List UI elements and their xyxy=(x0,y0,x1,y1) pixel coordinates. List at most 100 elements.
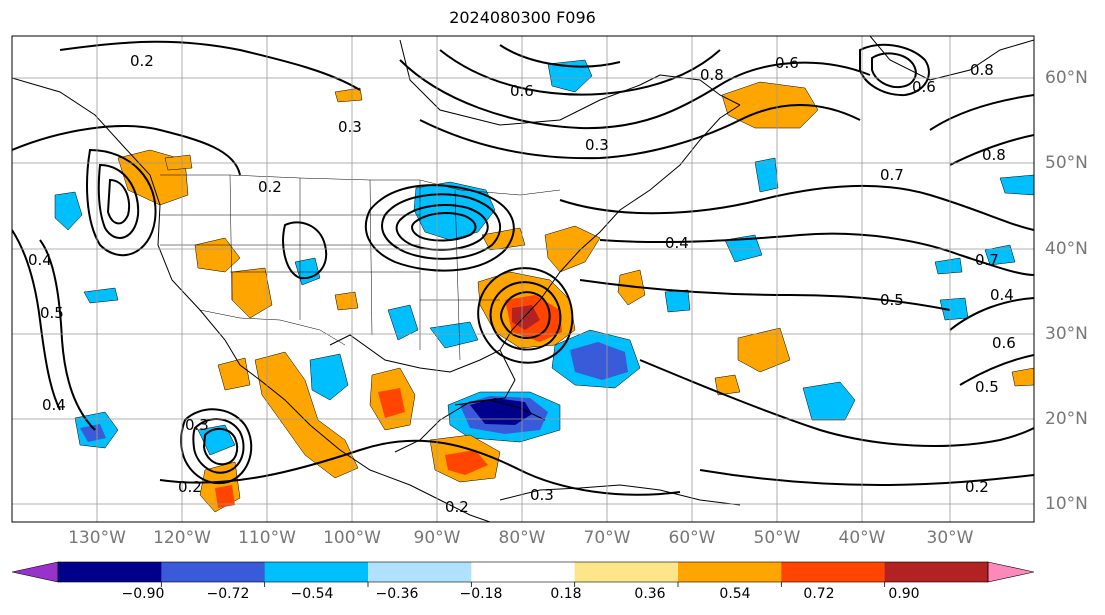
neg-area xyxy=(470,398,532,425)
state-line xyxy=(454,189,461,361)
neg-area xyxy=(754,157,779,193)
lon-label: 40°W xyxy=(838,528,886,548)
contour-label: 0.2 xyxy=(445,498,469,516)
pos-area xyxy=(1011,367,1034,387)
neg-area xyxy=(54,191,83,231)
contour-label: 0.3 xyxy=(185,416,209,434)
contour xyxy=(399,59,871,130)
contour-label: 0.4 xyxy=(990,286,1014,304)
colorbar-segment xyxy=(471,562,576,582)
contour-lines xyxy=(12,40,1034,496)
contour-label: 0.8 xyxy=(700,66,724,84)
neg-area xyxy=(724,234,763,263)
labrador xyxy=(659,74,741,106)
lon-label: 120°W xyxy=(153,528,211,548)
contour xyxy=(159,439,681,496)
contour-label: 0.4 xyxy=(28,251,52,269)
contour xyxy=(477,267,574,364)
graticule xyxy=(12,36,1034,522)
contour xyxy=(12,125,241,176)
contour-label: 0.8 xyxy=(970,61,994,79)
contour xyxy=(411,212,477,242)
contour-label: 0.8 xyxy=(982,146,1006,164)
contour xyxy=(489,281,562,351)
colorbar-tick-label: 0.54 xyxy=(719,586,751,602)
contour-label: 0.7 xyxy=(880,166,904,184)
lon-label: 70°W xyxy=(583,528,631,548)
north-america-coast xyxy=(12,77,491,522)
map-title: 2024080300 F096 xyxy=(449,8,596,27)
contour-label: 0.2 xyxy=(130,52,154,70)
us-canada-border xyxy=(160,174,561,196)
lat-label: 50°N xyxy=(1045,153,1088,173)
colorbar-extend-high xyxy=(987,561,1035,583)
us-mexico-border xyxy=(199,309,346,346)
state-line xyxy=(369,179,373,336)
colorbar-tick-label: −0.18 xyxy=(459,586,503,602)
neg-area xyxy=(934,257,963,275)
cuba xyxy=(454,399,546,421)
colorbar-tick-label: −0.72 xyxy=(206,586,250,602)
colorbar-tick-label: 0.90 xyxy=(888,586,920,602)
colorbar-segment xyxy=(58,562,162,582)
contour-label: 0.7 xyxy=(975,251,999,269)
contour-label: 0.3 xyxy=(585,136,609,154)
neg-area xyxy=(570,342,628,380)
neg-area xyxy=(984,244,1016,266)
colorbar-tick-label: −0.54 xyxy=(290,586,334,602)
pos-area xyxy=(714,374,741,396)
lat-label: 60°N xyxy=(1045,68,1088,88)
state-line xyxy=(229,174,233,301)
contour xyxy=(395,204,489,251)
contour xyxy=(499,44,621,68)
contour-label: 0.2 xyxy=(965,478,989,496)
contour-label: 0.6 xyxy=(775,54,799,72)
pos-area xyxy=(334,291,359,311)
colorbar-segment xyxy=(884,562,989,582)
colorbar-tick-label: 0.72 xyxy=(803,586,835,602)
colorbar-tick-label: 0.18 xyxy=(550,586,582,602)
lon-label: 30°W xyxy=(926,528,974,548)
shaded-fields xyxy=(54,59,1034,513)
neg-area xyxy=(999,174,1034,196)
contour-label: 0.5 xyxy=(880,291,904,309)
contour xyxy=(599,232,1034,276)
contour-label: 0.3 xyxy=(338,118,362,136)
colorbar-segment xyxy=(368,562,472,582)
lon-label: 110°W xyxy=(238,528,296,548)
contour-label: 0.4 xyxy=(42,396,66,414)
contour xyxy=(381,193,502,260)
lon-label: 90°W xyxy=(413,528,461,548)
contour xyxy=(106,178,130,225)
contour-label: 0.2 xyxy=(258,178,282,196)
neg-area xyxy=(387,304,419,341)
contour xyxy=(949,134,1034,166)
neg-area xyxy=(83,287,119,304)
colorbar-segment xyxy=(264,562,369,582)
contour-labels: 0.2 0.6 0.8 0.6 0.8 0.6 0.3 0.3 0.7 0.8 … xyxy=(28,52,1016,516)
neg-area xyxy=(80,424,106,442)
colorbar-segment xyxy=(161,562,266,582)
contour-label: 0.5 xyxy=(40,304,64,322)
pos-area xyxy=(215,485,235,508)
contour xyxy=(859,43,930,97)
contour xyxy=(419,104,861,160)
lon-label: 130°W xyxy=(68,528,126,548)
map-frame xyxy=(11,35,1035,523)
colorbar-extend-low xyxy=(11,561,59,583)
colorbar-segment xyxy=(781,562,886,582)
contour-label: 0.2 xyxy=(178,478,202,496)
pos-area xyxy=(617,269,646,306)
lat-label: 30°N xyxy=(1045,324,1088,344)
state-borders xyxy=(160,174,561,361)
contour xyxy=(559,184,1034,231)
contour xyxy=(929,94,1034,131)
pos-area xyxy=(445,450,488,475)
contour-label: 0.4 xyxy=(665,234,689,252)
contour xyxy=(12,229,61,411)
contour xyxy=(59,40,361,91)
lon-label: 100°W xyxy=(323,528,381,548)
pos-area xyxy=(378,388,405,418)
contour xyxy=(871,52,917,89)
